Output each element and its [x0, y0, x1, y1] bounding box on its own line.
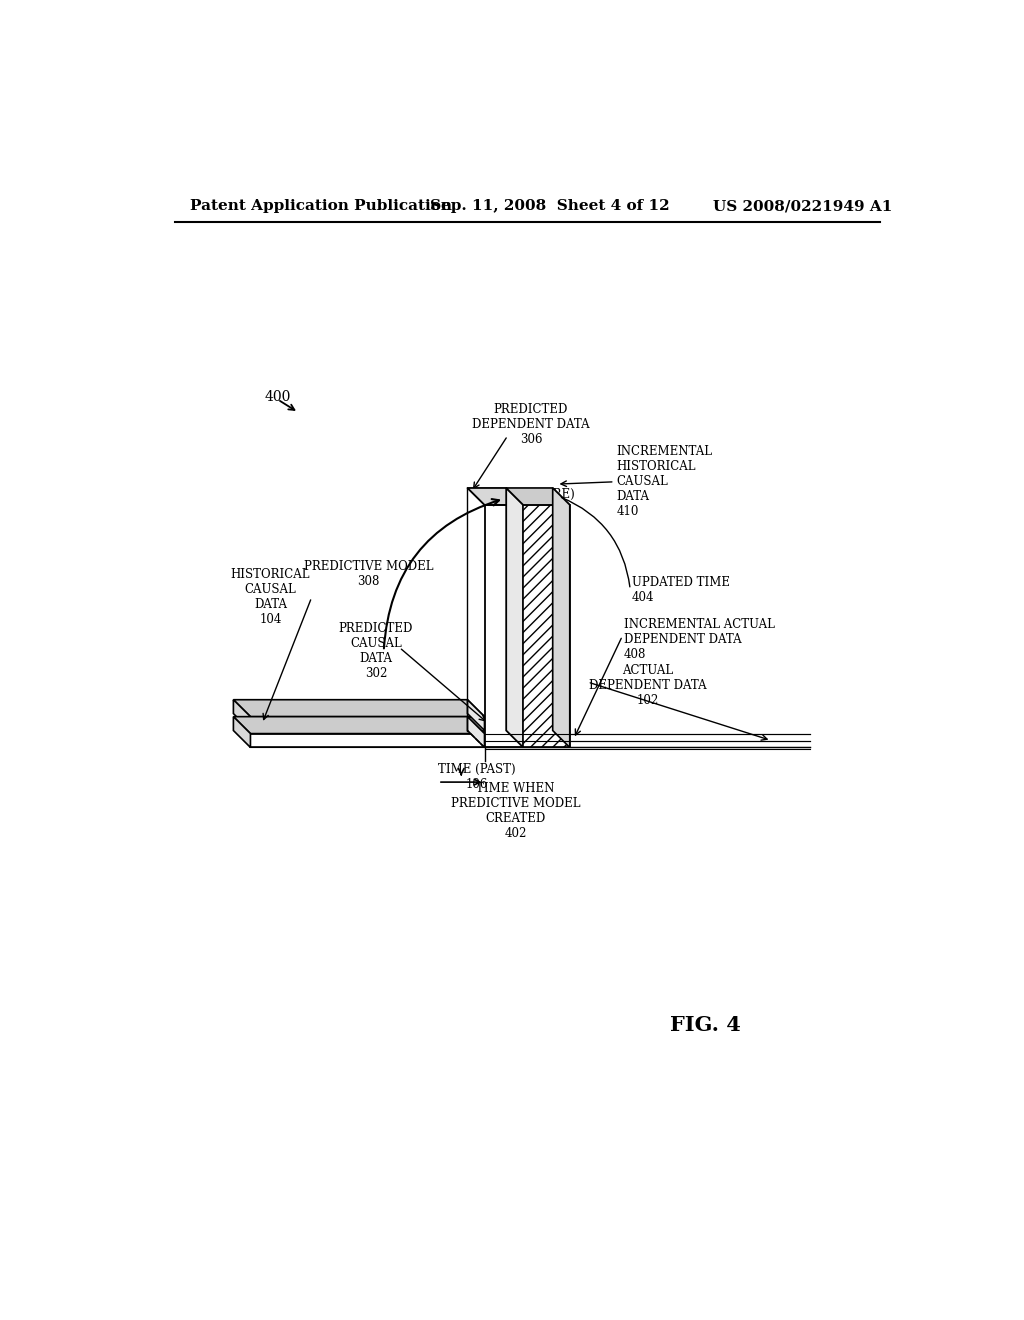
Polygon shape: [233, 717, 484, 734]
Polygon shape: [467, 717, 484, 747]
Text: ACTUAL
DEPENDENT DATA
102: ACTUAL DEPENDENT DATA 102: [589, 664, 707, 708]
Text: PREDICTIVE MODEL
308: PREDICTIVE MODEL 308: [303, 560, 433, 589]
Text: UPDATED TIME
404: UPDATED TIME 404: [632, 576, 730, 603]
Polygon shape: [506, 700, 562, 717]
Polygon shape: [233, 700, 251, 730]
Text: Patent Application Publication: Patent Application Publication: [190, 199, 452, 213]
Polygon shape: [467, 488, 523, 506]
Text: INCREMENTAL ACTUAL
DEPENDENT DATA
408: INCREMENTAL ACTUAL DEPENDENT DATA 408: [624, 618, 775, 661]
Text: Sep. 11, 2008  Sheet 4 of 12: Sep. 11, 2008 Sheet 4 of 12: [430, 199, 670, 213]
Polygon shape: [523, 506, 569, 747]
Text: INCREMENTAL
HISTORICAL
CAUSAL
DATA
410: INCREMENTAL HISTORICAL CAUSAL DATA 410: [616, 445, 713, 519]
Polygon shape: [251, 734, 484, 747]
Text: TIME (PAST)
106: TIME (PAST) 106: [438, 763, 515, 791]
Polygon shape: [523, 717, 562, 730]
Polygon shape: [251, 717, 484, 730]
FancyArrowPatch shape: [561, 498, 630, 587]
Polygon shape: [484, 506, 523, 747]
Text: PREDICTED
DEPENDENT DATA
306: PREDICTED DEPENDENT DATA 306: [472, 403, 590, 446]
Text: HISTORICAL
CAUSAL
DATA
104: HISTORICAL CAUSAL DATA 104: [230, 569, 310, 626]
Text: US 2008/0221949 A1: US 2008/0221949 A1: [713, 199, 893, 213]
Text: PREDICTED
CAUSAL
DATA
302: PREDICTED CAUSAL DATA 302: [339, 622, 414, 680]
Polygon shape: [467, 700, 484, 730]
Polygon shape: [506, 488, 523, 747]
Text: TIME WHEN
PREDICTIVE MODEL
CREATED
402: TIME WHEN PREDICTIVE MODEL CREATED 402: [451, 781, 581, 840]
Text: TIME (FUTURE)
406: TIME (FUTURE) 406: [475, 488, 574, 516]
Polygon shape: [506, 488, 569, 506]
Text: 400: 400: [264, 391, 291, 404]
Polygon shape: [553, 488, 569, 747]
Text: FIG. 4: FIG. 4: [670, 1015, 740, 1035]
Polygon shape: [233, 717, 251, 747]
Polygon shape: [545, 700, 562, 730]
Polygon shape: [233, 700, 484, 717]
FancyArrowPatch shape: [384, 499, 499, 648]
